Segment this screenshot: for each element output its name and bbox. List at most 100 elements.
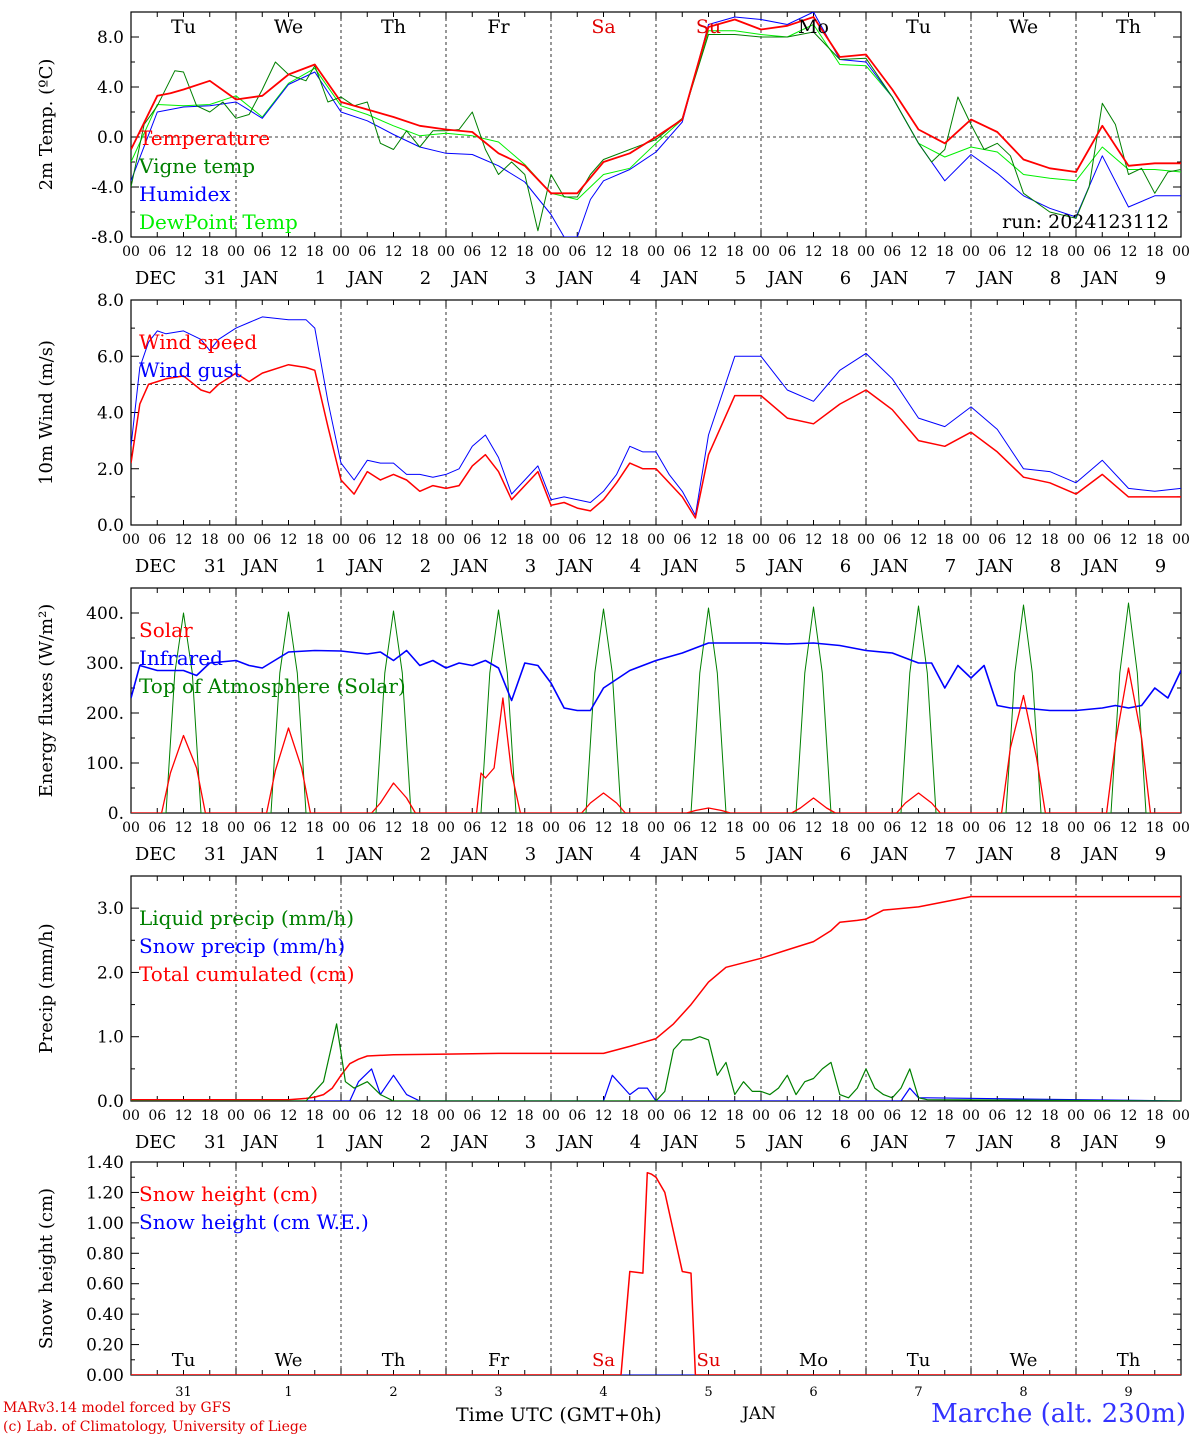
x-hour-label: 12 — [490, 532, 508, 548]
weekday-label: Th — [382, 1350, 406, 1371]
y-tick-label: 4.0 — [97, 404, 124, 424]
x-hour-label: 18 — [621, 820, 639, 836]
x-hour-label: 00 — [647, 820, 665, 836]
x-hour-label: 12 — [1120, 532, 1138, 548]
x-hour-label: 00 — [542, 1108, 560, 1124]
panel-energy: 0. 100. 200. 300. 400. Energy fluxes (W/m²) So… — [36, 587, 1190, 865]
y-tick-label: 300. — [86, 654, 124, 674]
x-month-label: JAN — [871, 1132, 909, 1153]
x-hour-label: 06 — [1093, 244, 1111, 260]
x-day-label: 5 — [735, 268, 746, 289]
x-hour-label: 12 — [175, 244, 193, 260]
legend-entry: Snow precip (mm/h) — [139, 934, 345, 958]
y-tick-label: -8.0 — [91, 228, 124, 248]
y-axis-label: 10m Wind (m/s) — [36, 340, 57, 485]
x-hour-label: 12 — [280, 532, 298, 548]
x-month-label: JAN — [241, 844, 279, 865]
weekday-label: Th — [1116, 16, 1141, 38]
x-hour-label: 18 — [831, 820, 849, 836]
x-hour-label: 00 — [227, 1108, 245, 1124]
x-hour-label: 18 — [1146, 244, 1164, 260]
x-hour-label: 18 — [936, 244, 954, 260]
x-hour-label: 12 — [280, 820, 298, 836]
weekday-label: We — [1010, 1350, 1038, 1371]
series-line-temperature — [131, 16, 1181, 195]
y-axis-label: Energy fluxes (W/m²) — [36, 604, 57, 798]
x-hour-label: 12 — [805, 532, 823, 548]
x-month-label: JAN — [346, 1132, 384, 1153]
x-hour-label: 06 — [673, 1108, 691, 1124]
y-axis-label: Precip (mm/h) — [36, 923, 57, 1053]
x-month-label: DEC — [135, 556, 176, 577]
x-day-label: 31 — [204, 556, 227, 577]
weekday-label: Th — [381, 16, 406, 38]
x-day-label: 5 — [735, 844, 746, 865]
x-hour-label: 06 — [883, 532, 901, 548]
x-hour-label: 06 — [883, 244, 901, 260]
x-day-number: 4 — [599, 1385, 607, 1400]
x-hour-label: 00 — [227, 532, 245, 548]
x-day-label: 8 — [1050, 556, 1061, 577]
x-day-label: 5 — [735, 556, 746, 577]
x-day-label: 9 — [1155, 268, 1166, 289]
x-hour-label: 00 — [122, 1108, 140, 1124]
panel-precip: 0.0 1.0 2.0 3.0 Precip (mm/h) Liquid precip (… — [36, 875, 1190, 1153]
x-day-number: 8 — [1019, 1385, 1027, 1400]
x-hour-label: 12 — [700, 1108, 718, 1124]
x-hour-label: 06 — [778, 532, 796, 548]
x-hour-label: 12 — [280, 1108, 298, 1124]
weekday-label: We — [275, 1350, 303, 1371]
x-day-label: 4 — [630, 1132, 641, 1153]
x-hour-label: 00 — [857, 532, 875, 548]
y-tick-label: 0.0 — [97, 128, 124, 148]
x-hour-label: 12 — [805, 820, 823, 836]
x-hour-label: 12 — [910, 532, 928, 548]
x-hour-label: 18 — [1146, 820, 1164, 836]
series-group — [131, 12, 1181, 237]
x-hour-label: 18 — [936, 1108, 954, 1124]
x-month-label: JAN — [346, 556, 384, 577]
x-hour-label: 00 — [752, 532, 770, 548]
x-hour-label: 06 — [673, 532, 691, 548]
x-month-label: JAN — [976, 268, 1014, 289]
x-hour-label: 00 — [647, 1108, 665, 1124]
x-month-label: JAN — [241, 268, 279, 289]
x-hour-label: 18 — [726, 820, 744, 836]
series-group — [131, 316, 1181, 519]
x-hour-label: 18 — [516, 1108, 534, 1124]
x-month-label: JAN — [766, 1132, 804, 1153]
y-tick-label: 400. — [86, 604, 124, 624]
x-hour-label: 00 — [332, 532, 350, 548]
series-line-humidex — [131, 12, 1181, 237]
x-hour-label: 18 — [516, 244, 534, 260]
x-hour-label: 12 — [175, 820, 193, 836]
weekday-label: Tu — [172, 1350, 196, 1371]
series-group — [131, 602, 1181, 813]
x-hour-label: 12 — [910, 1108, 928, 1124]
x-hour-label: 18 — [306, 244, 324, 260]
x-month-label: JAN — [556, 556, 594, 577]
x-day-number: 2 — [389, 1385, 397, 1400]
x-hour-label: 12 — [595, 532, 613, 548]
x-month-label: JAN — [346, 268, 384, 289]
y-tick-label: 1.0 — [97, 1028, 124, 1048]
y-tick-label: 8.0 — [97, 291, 124, 311]
x-hour-label: 00 — [1067, 532, 1085, 548]
x-day-label: 2 — [420, 268, 431, 289]
x-day-label: 3 — [525, 556, 536, 577]
y-tick-label: 1.00 — [86, 1214, 124, 1234]
series-line-snow-precip-mm-h- — [131, 1068, 1181, 1101]
y-tick-label: 4.0 — [97, 78, 124, 98]
x-hour-label: 00 — [122, 532, 140, 548]
y-tick-label: 6.0 — [97, 347, 124, 367]
x-hour-label: 12 — [910, 244, 928, 260]
x-hour-label: 18 — [1041, 820, 1059, 836]
weekday-label: We — [1009, 16, 1038, 38]
series-line-total-cumulated-cm- — [131, 895, 1181, 1101]
x-hour-label: 12 — [700, 532, 718, 548]
x-day-label: 4 — [630, 844, 641, 865]
x-hour-label: 12 — [910, 820, 928, 836]
weekday-label: Sa — [592, 1350, 615, 1371]
x-hour-label: 06 — [148, 1108, 166, 1124]
x-day-label: 1 — [315, 844, 326, 865]
